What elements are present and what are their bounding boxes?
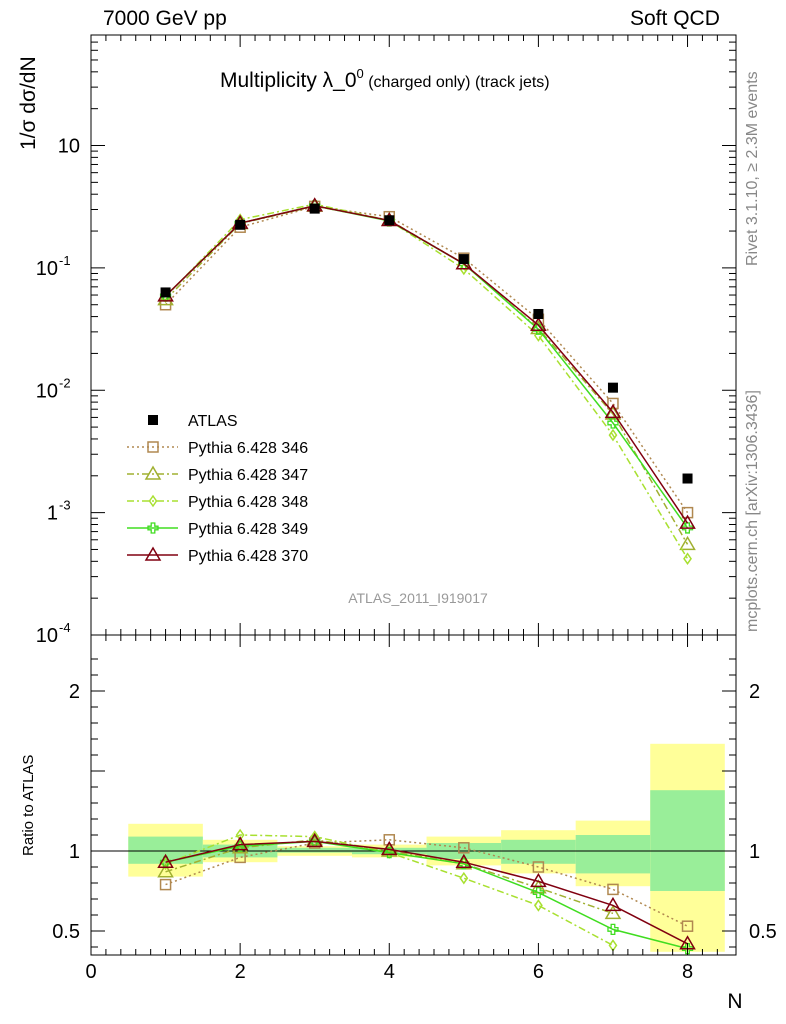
main-y-tick-exponent: -2 <box>59 375 71 390</box>
main-point-pythia-6-428-348-7 <box>683 552 692 566</box>
header-process: Soft QCD <box>630 7 720 30</box>
ratio-point-pythia-6-428-349-6 <box>607 923 619 936</box>
ratio-frame <box>90 634 737 956</box>
legend-label-3: Pythia 6.428 349 <box>188 521 308 538</box>
main-point-pythia-6-428-370-6 <box>604 403 622 419</box>
main-line-pythia-6-428-346 <box>165 205 689 514</box>
ratio-point-pythia-6-428-347-6 <box>604 904 622 920</box>
main-frame <box>90 34 737 636</box>
atlas-point-4 <box>458 254 469 265</box>
ratio-point-pythia-6-428-348-1 <box>235 828 245 842</box>
atlas-point-5 <box>533 308 544 319</box>
atlas-point-6 <box>607 382 618 393</box>
legend: ATLAS Pythia 6.428 346 Pythia 6.428 347 Pyt… <box>127 413 308 565</box>
ratio-point-pythia-6-428-370-2 <box>306 832 324 848</box>
stat-band-6 <box>575 835 651 874</box>
series-layer <box>157 197 696 955</box>
legend-label-2: Pythia 6.428 348 <box>188 494 308 511</box>
ratio-point-pythia-6-428-370-5 <box>530 872 547 888</box>
ratio-point-pythia-6-428-370-1 <box>231 836 249 851</box>
legend-marker-0 <box>147 441 159 453</box>
atlas-point-1 <box>235 219 246 230</box>
main-y-tick-label: 10 <box>58 136 80 158</box>
ratio-line-pythia-6-428-370 <box>165 840 688 945</box>
ratio-point-pythia-6-428-348-6 <box>608 939 618 952</box>
stat-band-5 <box>501 839 576 864</box>
legend-marker-3 <box>147 522 159 534</box>
main-point-pythia-6-428-370-5 <box>530 316 547 331</box>
main-line-pythia-6-428-348 <box>165 203 689 560</box>
ratio-y-tick-label-right: 1 <box>749 841 760 863</box>
chart-title-sup: 0 <box>357 66 364 81</box>
ratio-point-pythia-6-428-370-4 <box>455 853 473 868</box>
analysis-watermark: ATLAS_2011_I919017 <box>348 590 488 606</box>
ratio-point-pythia-6-428-346-5 <box>532 861 545 873</box>
main-point-pythia-6-428-347-6 <box>604 405 622 420</box>
main-point-pythia-6-428-349-6 <box>607 417 619 429</box>
ratio-point-pythia-6-428-346-0 <box>159 878 172 891</box>
main-y-tick-label: 10 <box>36 625 58 647</box>
ratio-y-tick-label-left: 2 <box>69 681 80 703</box>
ratio-point-pythia-6-428-346-7 <box>681 920 694 932</box>
chart-title-sub: (charged only) (track jets) <box>364 74 550 91</box>
ratio-bands <box>128 743 725 952</box>
main-y-tick-exponent: -4 <box>59 620 71 635</box>
main-y-tick-label: 10 <box>36 258 58 280</box>
main-point-pythia-6-428-347-0 <box>157 291 174 306</box>
x-tick-label: 6 <box>533 961 544 983</box>
chart-title: Multiplicity λ_00 (charged only) (track … <box>220 66 550 92</box>
x-tick-label: 4 <box>384 961 395 983</box>
main-point-pythia-6-428-370-7 <box>679 514 696 529</box>
atlas-point-0 <box>160 287 171 298</box>
main-y-tick-exponent: -3 <box>59 498 71 513</box>
ratio-y-tick-label-right: 0.5 <box>749 921 777 943</box>
main-point-pythia-6-428-347-7 <box>679 535 696 551</box>
atlas-point-7 <box>682 473 693 484</box>
legend-marker-1 <box>144 465 162 480</box>
ratio-point-pythia-6-428-347-2 <box>306 831 324 846</box>
ratio-point-pythia-6-428-347-0 <box>157 863 174 878</box>
ratio-point-pythia-6-428-370-0 <box>157 853 174 868</box>
ratio-y-tick-label-right: 2 <box>749 681 760 703</box>
ratio-point-pythia-6-428-349-5 <box>532 886 545 899</box>
plot-frames <box>90 34 737 956</box>
legend-label-atlas: ATLAS <box>188 413 238 430</box>
ratio-line-pythia-6-428-347 <box>165 839 614 915</box>
legend-label-4: Pythia 6.428 370 <box>188 548 308 565</box>
legend-marker-2 <box>148 494 158 508</box>
legend-label-1: Pythia 6.428 347 <box>188 467 308 484</box>
ratio-point-pythia-6-428-370-6 <box>604 896 622 912</box>
axis-ticks <box>90 34 736 955</box>
main-y-tick-label: 10 <box>36 380 58 402</box>
legend-marker-atlas <box>148 415 158 425</box>
ratio-point-pythia-6-428-346-4 <box>458 842 470 854</box>
ratio-point-pythia-6-428-348-4 <box>459 871 469 885</box>
x-tick-label: 8 <box>682 961 693 983</box>
stat-band-7 <box>650 790 725 891</box>
main-point-pythia-6-428-348-6 <box>608 428 618 442</box>
header-energy: 7000 GeV pp <box>103 7 227 30</box>
ratio-y-tick-label-left: 1 <box>69 841 80 863</box>
ratio-line-pythia-6-428-346 <box>165 839 688 927</box>
x-tick-label: 0 <box>85 961 96 983</box>
ratio-point-pythia-6-428-370-3 <box>380 840 398 856</box>
atlas-point-2 <box>309 203 320 214</box>
main-line-pythia-6-428-370 <box>165 204 689 524</box>
ratio-line-pythia-6-428-349 <box>165 840 688 950</box>
legend-label-0: Pythia 6.428 346 <box>188 440 308 457</box>
ratio-point-pythia-6-428-346-6 <box>607 883 619 896</box>
ratio-y-tick-label-left: 0.5 <box>52 921 80 943</box>
ratio-point-pythia-6-428-348-5 <box>533 899 543 912</box>
x-tick-label: 2 <box>235 961 246 983</box>
legend-marker-4 <box>144 546 162 561</box>
main-y-tick-exponent: -1 <box>59 253 71 268</box>
atlas-point-3 <box>384 215 395 226</box>
x-axis-label: N <box>727 990 742 1013</box>
stat-band-2 <box>277 847 352 853</box>
main-y-tick-label: 1 <box>47 503 58 525</box>
